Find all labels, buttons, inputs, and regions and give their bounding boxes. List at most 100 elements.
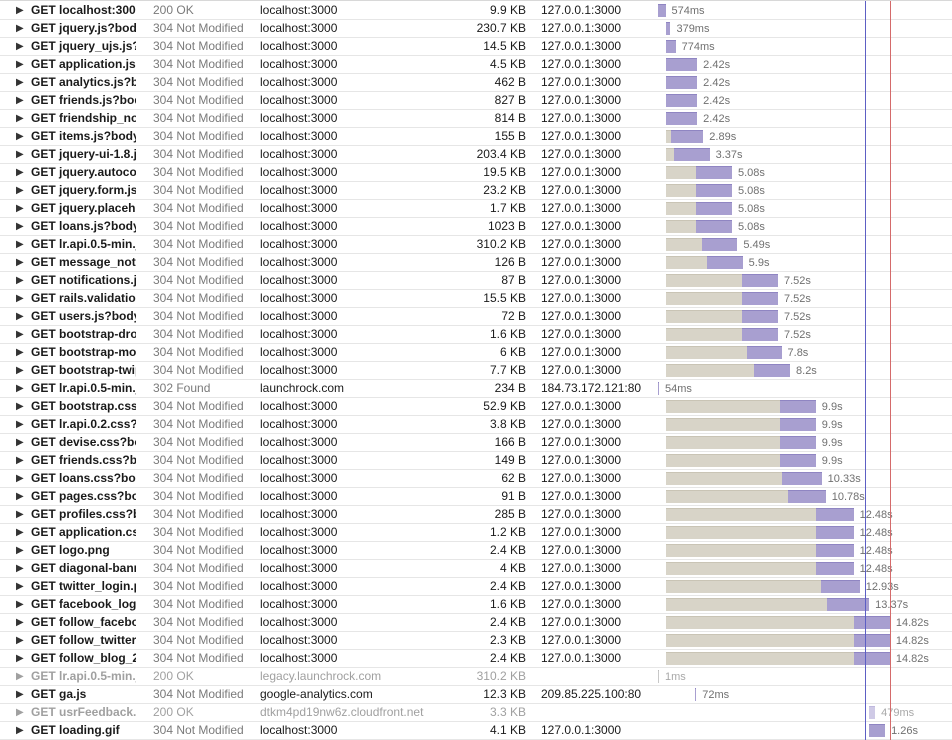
expand-triangle-icon[interactable]: ▶ (16, 311, 24, 322)
timeline-duration-label: 7.52s (783, 293, 811, 305)
request-domain: localhost:3000 (260, 327, 338, 341)
request-row[interactable]: ▶ GET twitter_login.png 304 Not Modified lo… (0, 578, 952, 596)
expand-triangle-icon[interactable]: ▶ (16, 77, 24, 88)
expand-triangle-icon[interactable]: ▶ (16, 293, 24, 304)
expand-triangle-icon[interactable]: ▶ (16, 491, 24, 502)
request-timeline: 12.48s (652, 506, 952, 523)
request-row[interactable]: ▶ GET jquery.placeholder.js 304 Not Modifi… (0, 200, 952, 218)
request-row[interactable]: ▶ GET bootstrap-twipsy.js 304 Not Modified… (0, 362, 952, 380)
expand-triangle-icon[interactable]: ▶ (16, 23, 24, 34)
request-row[interactable]: ▶ GET friends.js?body=1 304 Not Modified lo… (0, 92, 952, 110)
request-timeline: 2.42s (652, 74, 952, 91)
request-row[interactable]: ▶ GET diagonal-banner.png 304 Not Modified… (0, 560, 952, 578)
expand-triangle-icon[interactable]: ▶ (16, 113, 24, 124)
request-row[interactable]: ▶ GET follow_twitter.png 304 Not Modified l… (0, 632, 952, 650)
request-row[interactable]: ▶ GET jquery_ujs.js?body=1 304 Not Modifie… (0, 38, 952, 56)
expand-triangle-icon[interactable]: ▶ (16, 635, 24, 646)
request-domain: legacy.launchrock.com (260, 669, 382, 683)
request-row[interactable]: ▶ GET follow_facebook.png 304 Not Modified… (0, 614, 952, 632)
request-row[interactable]: ▶ GET jquery.autocomplete.js 304 Not Modif… (0, 164, 952, 182)
request-row[interactable]: ▶ GET application.js?body=1 304 Not Modifi… (0, 56, 952, 74)
expand-triangle-icon[interactable]: ▶ (16, 509, 24, 520)
expand-triangle-icon[interactable]: ▶ (16, 239, 24, 250)
request-row[interactable]: ▶ GET bootstrap.css?body=1 304 Not Modifie… (0, 398, 952, 416)
expand-triangle-icon[interactable]: ▶ (16, 95, 24, 106)
expand-triangle-icon[interactable]: ▶ (16, 545, 24, 556)
expand-triangle-icon[interactable]: ▶ (16, 455, 24, 466)
expand-triangle-icon[interactable]: ▶ (16, 689, 24, 700)
expand-triangle-icon[interactable]: ▶ (16, 707, 24, 718)
request-row[interactable]: ▶ GET analytics.js?body=1 304 Not Modified… (0, 74, 952, 92)
expand-triangle-icon[interactable]: ▶ (16, 653, 24, 664)
expand-triangle-icon[interactable]: ▶ (16, 365, 24, 376)
request-row[interactable]: ▶ GET friendship_notifications.js 304 Not … (0, 110, 952, 128)
request-size: 2.4 KB (489, 615, 526, 629)
request-row[interactable]: ▶ GET message_notifications.js 304 Not Mod… (0, 254, 952, 272)
request-row[interactable]: ▶ GET lr.api.0.5-min.js 200 OK legacy.launc… (0, 668, 952, 686)
request-row[interactable]: ▶ GET bootstrap-dropdown.js 304 Not Modifi… (0, 326, 952, 344)
expand-triangle-icon[interactable]: ▶ (16, 617, 24, 628)
request-row[interactable]: ▶ GET notifications.js?body=1 304 Not Modi… (0, 272, 952, 290)
timeline-receive-bar (742, 310, 778, 323)
request-row[interactable]: ▶ GET localhost:3000 200 OK localhost:3000 9… (0, 2, 952, 20)
expand-triangle-icon[interactable]: ▶ (16, 185, 24, 196)
request-row[interactable]: ▶ GET bootstrap-modal.js 304 Not Modified l… (0, 344, 952, 362)
expand-triangle-icon[interactable]: ▶ (16, 149, 24, 160)
request-name: GET twitter_login.png (31, 579, 136, 593)
request-size: 52.9 KB (483, 399, 526, 413)
expand-triangle-icon[interactable]: ▶ (16, 563, 24, 574)
expand-triangle-icon[interactable]: ▶ (16, 257, 24, 268)
request-row[interactable]: ▶ GET loans.js?body=1 304 Not Modified loca… (0, 218, 952, 236)
request-remote-ip: 127.0.0.1:3000 (541, 111, 622, 125)
request-row[interactable]: ▶ GET lr.api.0.5-min.js 304 Not Modified lo… (0, 236, 952, 254)
request-row[interactable]: ▶ GET application.css?body=1 304 Not Modif… (0, 524, 952, 542)
expand-triangle-icon[interactable]: ▶ (16, 59, 24, 70)
expand-triangle-icon[interactable]: ▶ (16, 131, 24, 142)
timeline-wait-bar (665, 220, 697, 233)
expand-triangle-icon[interactable]: ▶ (16, 581, 24, 592)
request-row[interactable]: ▶ GET loans.css?body=1 304 Not Modified loc… (0, 470, 952, 488)
request-row[interactable]: ▶ GET devise.css?body=1 304 Not Modified lo… (0, 434, 952, 452)
timeline-wait-bar (665, 472, 782, 485)
timeline-receive-bar (854, 652, 890, 665)
request-timeline: 9.9s (652, 434, 952, 451)
request-row[interactable]: ▶ GET lr.api.0.5-min.js 302 Found launchroc… (0, 380, 952, 398)
expand-triangle-icon[interactable]: ▶ (16, 527, 24, 538)
request-row[interactable]: ▶ GET jquery.form.js?body=1 304 Not Modifi… (0, 182, 952, 200)
expand-triangle-icon[interactable]: ▶ (16, 203, 24, 214)
expand-triangle-icon[interactable]: ▶ (16, 41, 24, 52)
timeline-duration-label: 10.33s (827, 473, 861, 485)
expand-triangle-icon[interactable]: ▶ (16, 383, 24, 394)
timeline-wait-bar (665, 652, 855, 665)
request-row[interactable]: ▶ GET jquery-ui-1.8.js 304 Not Modified loc… (0, 146, 952, 164)
expand-triangle-icon[interactable]: ▶ (16, 275, 24, 286)
request-name: GET notifications.js?body=1 (31, 273, 136, 287)
expand-triangle-icon[interactable]: ▶ (16, 347, 24, 358)
request-row[interactable]: ▶ GET loading.gif 304 Not Modified localhos… (0, 722, 952, 740)
expand-triangle-icon[interactable]: ▶ (16, 725, 24, 736)
request-row[interactable]: ▶ GET profiles.css?body=1 304 Not Modified… (0, 506, 952, 524)
request-row[interactable]: ▶ GET facebook_login.png 304 Not Modified l… (0, 596, 952, 614)
request-row[interactable]: ▶ GET friends.css?body=1 304 Not Modified l… (0, 452, 952, 470)
expand-triangle-icon[interactable]: ▶ (16, 419, 24, 430)
request-row[interactable]: ▶ GET rails.validations.js 304 Not Modifie… (0, 290, 952, 308)
request-row[interactable]: ▶ GET pages.css?body=1 304 Not Modified loc… (0, 488, 952, 506)
expand-triangle-icon[interactable]: ▶ (16, 437, 24, 448)
request-row[interactable]: ▶ GET logo.png 304 Not Modified localhost:3… (0, 542, 952, 560)
request-row[interactable]: ▶ GET jquery.js?body=1 304 Not Modified loc… (0, 20, 952, 38)
expand-triangle-icon[interactable]: ▶ (16, 473, 24, 484)
request-row[interactable]: ▶ GET items.js?body=1 304 Not Modified loca… (0, 128, 952, 146)
request-row[interactable]: ▶ GET follow_blog_2.png 304 Not Modified lo… (0, 650, 952, 668)
expand-triangle-icon[interactable]: ▶ (16, 599, 24, 610)
request-row[interactable]: ▶ GET usrFeedback.js 200 OK dtkm4pd19nw6z.c… (0, 704, 952, 722)
request-row[interactable]: ▶ GET users.js?body=1 304 Not Modified loca… (0, 308, 952, 326)
expand-triangle-icon[interactable]: ▶ (16, 401, 24, 412)
timeline-duration-label: 7.52s (783, 275, 811, 287)
expand-triangle-icon[interactable]: ▶ (16, 329, 24, 340)
request-row[interactable]: ▶ GET lr.api.0.2.css?body=1 304 Not Modifi… (0, 416, 952, 434)
expand-triangle-icon[interactable]: ▶ (16, 5, 24, 16)
expand-triangle-icon[interactable]: ▶ (16, 221, 24, 232)
request-row[interactable]: ▶ GET ga.js 304 Not Modified google-analyti… (0, 686, 952, 704)
expand-triangle-icon[interactable]: ▶ (16, 167, 24, 178)
expand-triangle-icon[interactable]: ▶ (16, 671, 24, 682)
